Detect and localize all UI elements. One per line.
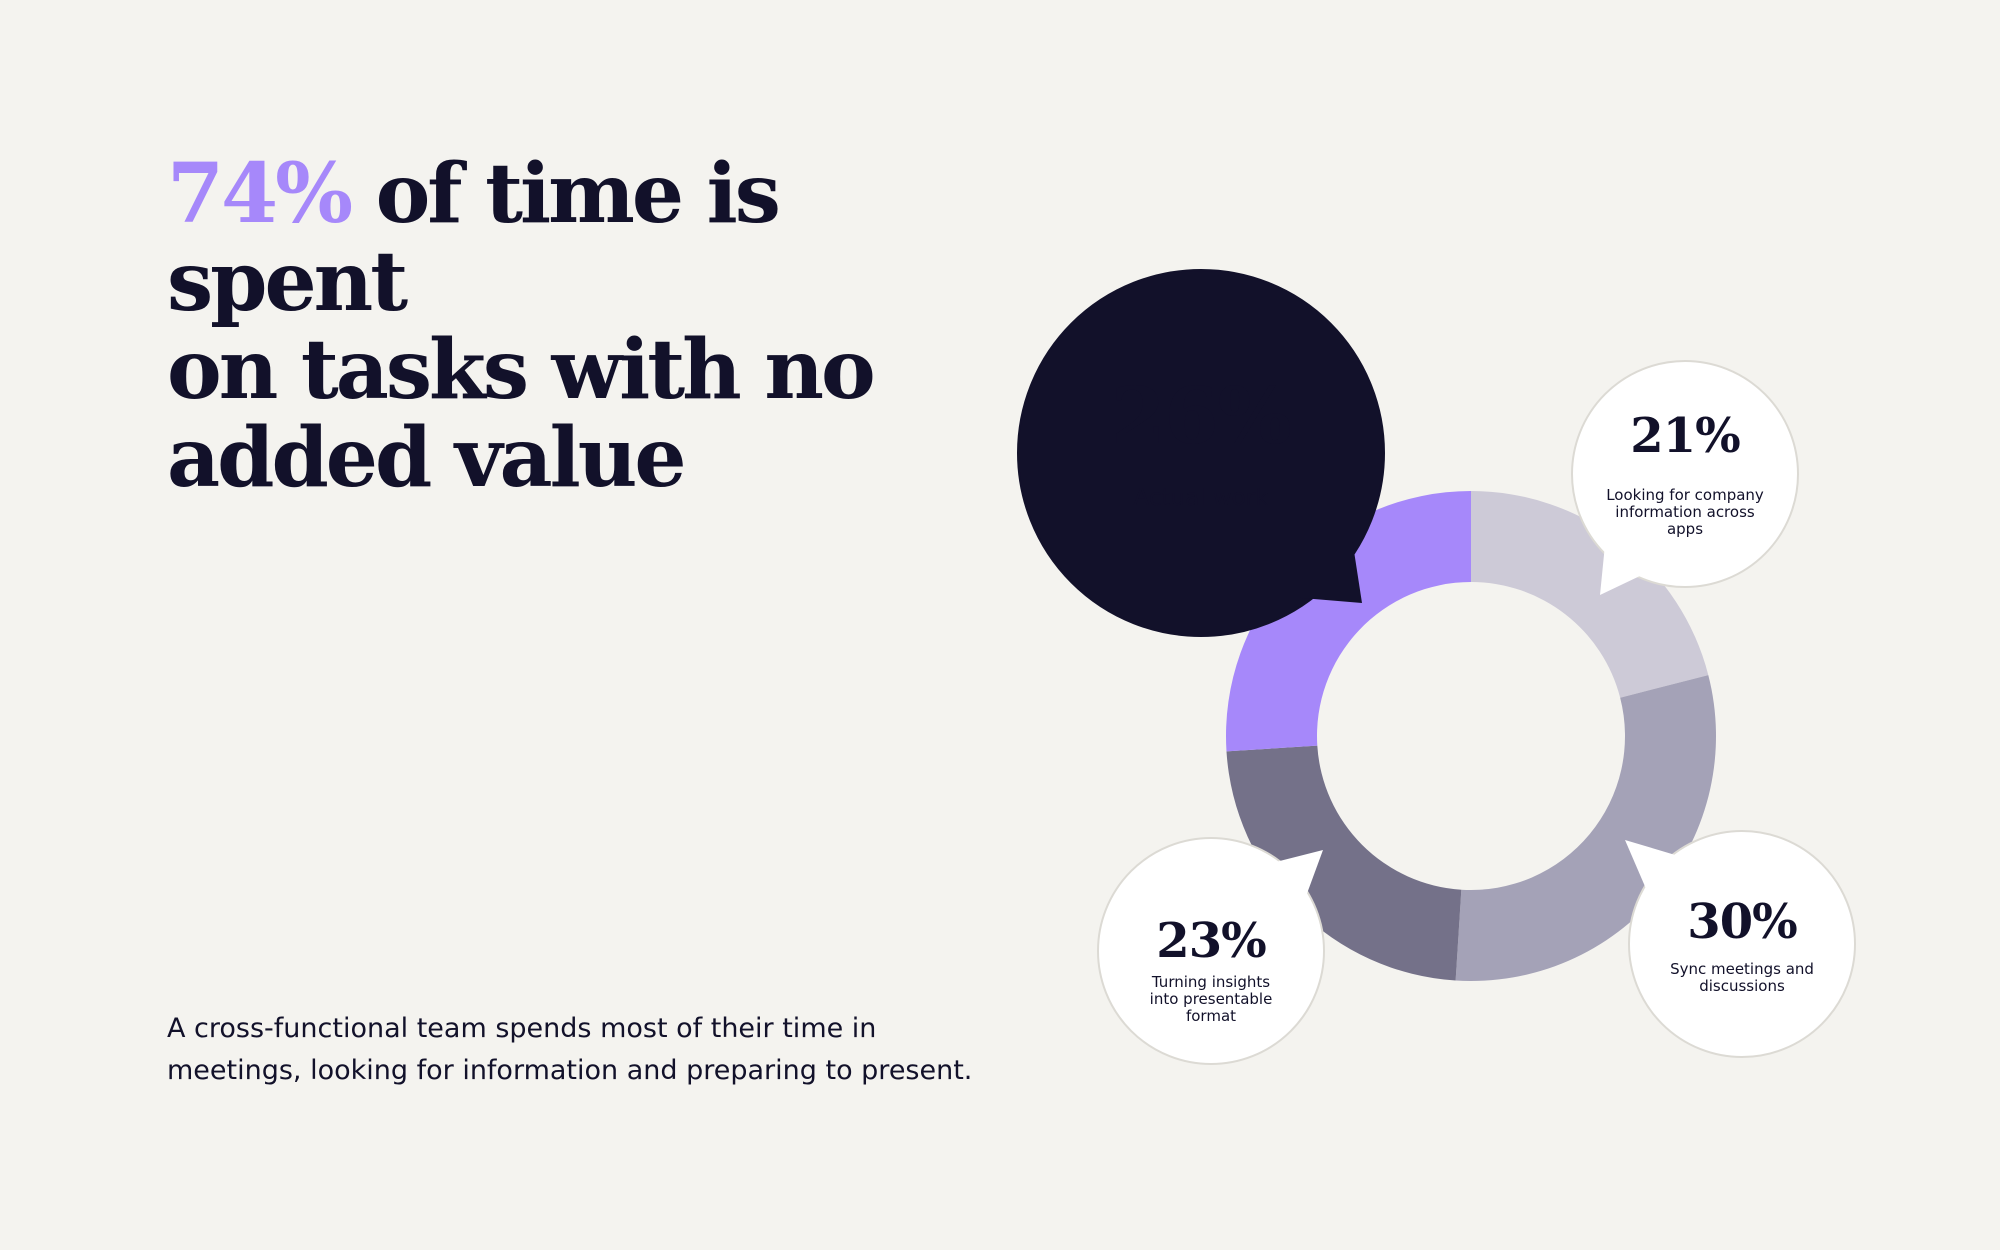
subtitle: A cross-functional team spends most of t… [167, 1008, 987, 1092]
slice-value-label: 30% [1687, 894, 1797, 950]
slice-category-label: format [1186, 1007, 1236, 1025]
donut-slice-2 [1226, 745, 1462, 981]
headline: 74% of time is spent on tasks with no adde… [167, 150, 1027, 502]
slice-category-label: into presentable [1150, 990, 1273, 1008]
slice-category-label: Actual work [1133, 485, 1269, 511]
callout-bubble-tail [1600, 547, 1644, 595]
slice-value-label: 21% [1630, 408, 1740, 464]
callout-bubble-circle [1571, 360, 1799, 588]
slice-category-label: Turning insights [1151, 973, 1270, 991]
callout-bubble-3: 26% Actual work [1017, 269, 1385, 637]
subtitle-line2: meetings, looking for information and pr… [167, 1055, 973, 1086]
donut-slice-0 [1471, 491, 1709, 698]
subtitle-line1: A cross-functional team spends most of t… [167, 1013, 877, 1044]
donut-slices [1225, 491, 1717, 982]
slice-value-label: 23% [1156, 913, 1266, 969]
headline-line2: on tasks with no [167, 322, 876, 418]
slice-category-label: apps [1667, 520, 1703, 538]
donut-slice-3 [1225, 491, 1471, 752]
callout-bubble-circle [1628, 830, 1856, 1058]
callout-bubble-circle [1017, 269, 1385, 637]
callout-bubble-tail [1625, 840, 1679, 892]
slice-category-label: Looking for company [1606, 486, 1764, 504]
slice-category-label: discussions [1699, 977, 1785, 995]
donut-slice-1 [1455, 675, 1717, 982]
slice-category-label: Sync meetings and [1670, 960, 1814, 978]
slice-category-label: information across [1615, 503, 1755, 521]
callout-bubble-tail [1300, 541, 1362, 603]
callout-bubble-circle [1097, 837, 1325, 1065]
headline-line3: added value [167, 410, 687, 506]
headline-line1-rest: of time is spent [167, 146, 781, 330]
headline-accent: 74% [167, 146, 353, 242]
slice-value-label: 26% [1111, 371, 1291, 462]
callout-bubble-tail [1273, 850, 1323, 898]
